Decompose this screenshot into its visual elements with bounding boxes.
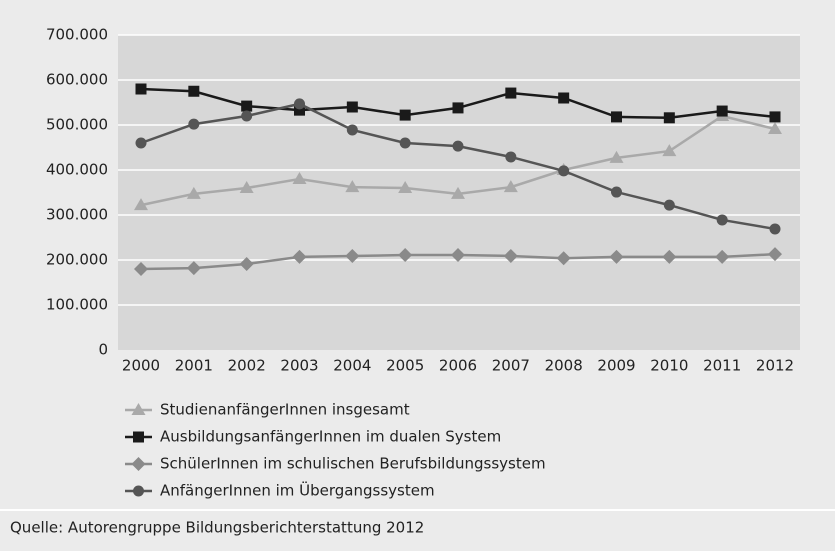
marker: [399, 137, 411, 149]
legend-label: AnfängerInnen im Übergangssystem: [160, 481, 435, 500]
legend-label: SchülerInnen im schulischen Berufsbildun…: [160, 455, 546, 473]
marker: [662, 249, 677, 264]
marker: [292, 172, 307, 184]
x-tick-label: 2010: [650, 357, 688, 375]
marker: [186, 261, 201, 276]
x-tick-label: 2011: [703, 357, 741, 375]
legend-marker: [131, 403, 146, 415]
marker: [609, 249, 624, 264]
legend-label: StudienanfängerInnen insgesamt: [160, 401, 410, 419]
marker: [611, 111, 622, 123]
marker: [558, 165, 570, 177]
y-tick-label: 200.000: [46, 251, 108, 269]
legend-label: AusbildungsanfängerInnen im dualen Syste…: [160, 428, 501, 446]
x-tick-label: 2006: [439, 357, 477, 375]
y-tick-label: 300.000: [46, 206, 108, 224]
x-tick-label: 2003: [280, 357, 318, 375]
marker: [294, 104, 305, 116]
marker: [715, 249, 730, 264]
marker: [134, 262, 148, 276]
y-tick-label: 400.000: [46, 161, 108, 179]
marker: [769, 223, 781, 235]
marker: [345, 248, 360, 263]
marker: [241, 100, 253, 112]
marker: [503, 180, 518, 193]
marker: [505, 151, 517, 163]
marker: [346, 124, 358, 136]
marker: [346, 101, 358, 113]
x-tick-label: 2009: [597, 357, 635, 375]
x-tick-label: 2008: [545, 357, 583, 375]
marker: [716, 105, 728, 117]
marker: [769, 111, 781, 123]
marker: [345, 180, 360, 193]
x-tick-label: 2012: [756, 357, 794, 375]
marker: [609, 150, 624, 163]
marker: [768, 247, 782, 262]
legend-marker: [133, 431, 144, 443]
marker: [239, 257, 254, 272]
marker: [452, 102, 464, 114]
marker: [451, 186, 465, 199]
source: Quelle: Autorengruppe Bildungsberichters…: [10, 519, 424, 537]
y-tick-label: 500.000: [46, 116, 108, 134]
marker: [398, 181, 413, 193]
x-tick-label: 2001: [175, 357, 213, 375]
marker: [135, 83, 147, 95]
x-tick-label: 2000: [122, 357, 160, 375]
marker: [611, 186, 622, 198]
y-tick-label: 0: [98, 341, 108, 359]
marker: [292, 249, 307, 264]
marker: [135, 137, 147, 149]
marker: [294, 98, 305, 110]
marker: [239, 181, 254, 193]
marker: [663, 199, 675, 211]
x-tick-label: 2005: [386, 357, 424, 375]
marker: [188, 118, 200, 130]
x-tick-label: 2007: [492, 357, 530, 375]
marker: [716, 214, 728, 226]
marker: [663, 112, 675, 124]
marker: [768, 122, 782, 135]
marker: [398, 248, 413, 263]
marker: [134, 198, 148, 211]
marker: [505, 87, 517, 99]
marker: [556, 251, 571, 266]
y-tick-label: 600.000: [46, 71, 108, 89]
marker: [241, 110, 253, 122]
marker: [451, 248, 465, 263]
legend-marker: [131, 457, 146, 471]
marker: [452, 140, 464, 152]
marker: [399, 109, 411, 121]
marker: [188, 85, 200, 97]
x-tick-label: 2004: [333, 357, 371, 375]
x-tick-label: 2002: [228, 357, 266, 375]
marker: [558, 92, 570, 104]
marker: [503, 248, 518, 263]
marker: [186, 186, 201, 199]
marker: [662, 144, 677, 157]
y-tick-label: 100.000: [46, 296, 108, 314]
legend-marker: [133, 485, 144, 497]
y-tick-label: 700.000: [46, 26, 108, 44]
